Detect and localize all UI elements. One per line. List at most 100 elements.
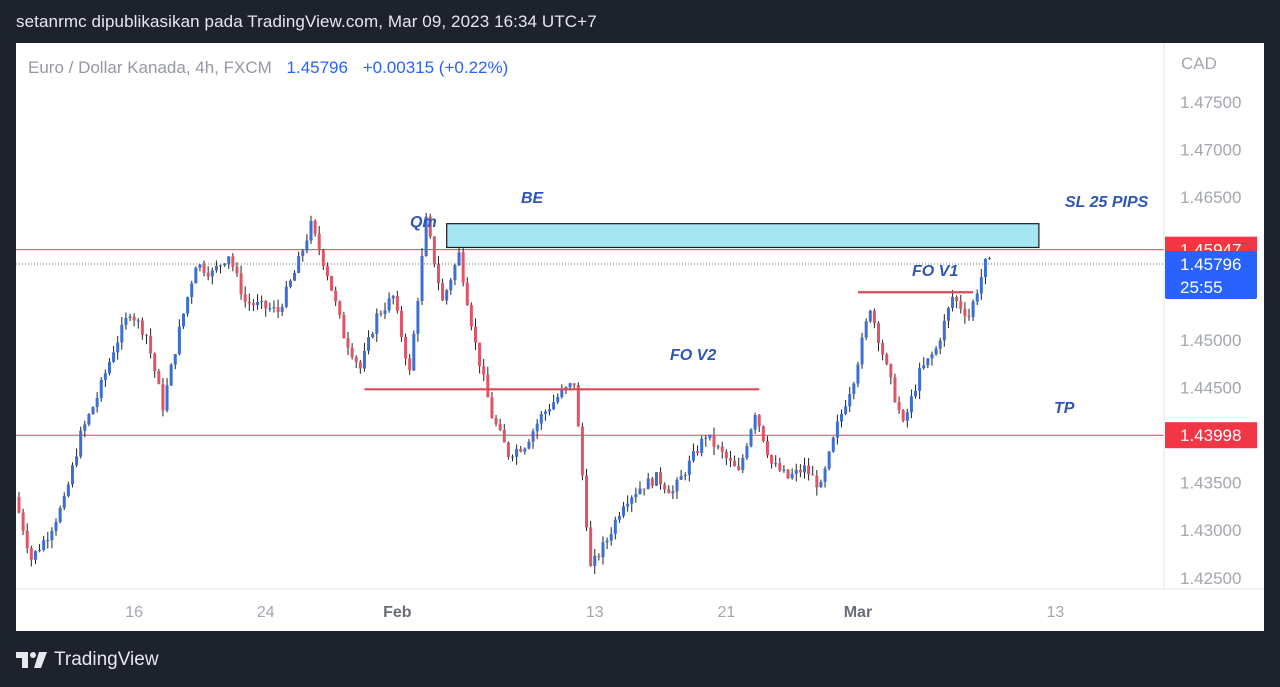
candle-down bbox=[206, 272, 210, 277]
candle-up bbox=[46, 540, 50, 542]
candle-up bbox=[556, 396, 560, 403]
candle-up bbox=[983, 258, 987, 278]
candle-up bbox=[988, 258, 992, 260]
candle-down bbox=[498, 424, 502, 430]
candle-up bbox=[375, 313, 379, 334]
time-tick-label: 16 bbox=[125, 604, 143, 621]
candle-down bbox=[720, 446, 724, 452]
price-line-label-bg bbox=[1165, 422, 1257, 449]
candle-down bbox=[778, 463, 782, 471]
candle-up bbox=[745, 446, 749, 458]
candle-up bbox=[951, 296, 955, 308]
candle-down bbox=[478, 342, 482, 367]
candle-up bbox=[99, 379, 103, 398]
price-line-label: 1.43998 bbox=[1180, 426, 1241, 445]
annotation-sl[interactable]: SL 25 PIPS bbox=[1065, 194, 1149, 211]
candle-up bbox=[66, 484, 70, 497]
candle-up bbox=[679, 475, 683, 480]
drawings-layer[interactable]: Qm BE SL 25 PIPS FO V1 FO V2 TP bbox=[364, 190, 1149, 417]
candle-up bbox=[112, 352, 116, 362]
candle-down bbox=[967, 315, 971, 318]
candles-layer bbox=[17, 212, 992, 574]
candle-up bbox=[741, 457, 745, 470]
footer-brand-label: TradingView bbox=[54, 649, 159, 670]
sl-be-zone-box[interactable] bbox=[446, 223, 1040, 249]
candle-up bbox=[445, 290, 449, 301]
candle-up bbox=[367, 337, 371, 351]
price-tick-label: 1.44500 bbox=[1180, 378, 1241, 397]
annotation-tp[interactable]: TP bbox=[1054, 400, 1075, 417]
candle-up bbox=[173, 354, 177, 365]
time-axis-layer[interactable]: 16 24 Feb 13 21 Mar 13 bbox=[16, 588, 1264, 621]
candle-up bbox=[198, 264, 202, 268]
current-price-label-bg bbox=[1165, 251, 1257, 300]
candle-down bbox=[761, 426, 765, 442]
candle-up bbox=[416, 301, 420, 334]
candle-down bbox=[358, 361, 362, 369]
price-axis-layer[interactable]: 1.475001.470001.465001.460001.455001.450… bbox=[1163, 43, 1257, 589]
candle-up bbox=[284, 286, 288, 307]
candle-up bbox=[691, 451, 695, 461]
price-tick-label: 1.43000 bbox=[1180, 521, 1241, 540]
candle-down bbox=[465, 282, 469, 306]
candle-down bbox=[576, 385, 580, 427]
candle-up bbox=[749, 429, 753, 447]
candle-down bbox=[881, 343, 885, 355]
candle-down bbox=[502, 429, 506, 443]
currency-label: CAD bbox=[1181, 54, 1217, 73]
annotation-qm[interactable]: Qm bbox=[410, 214, 437, 231]
candle-up bbox=[535, 423, 539, 432]
candle-down bbox=[247, 301, 251, 304]
candle-up bbox=[116, 342, 120, 353]
candle-down bbox=[276, 307, 280, 312]
candle-up bbox=[83, 424, 87, 431]
candle-down bbox=[519, 448, 523, 452]
annotation-fo-v2[interactable]: FO V2 bbox=[670, 347, 716, 364]
candle-down bbox=[379, 313, 383, 315]
candle-down bbox=[765, 441, 769, 456]
candle-up bbox=[70, 465, 74, 485]
candle-up bbox=[362, 350, 366, 369]
chart-panel[interactable]: Qm BE SL 25 PIPS FO V1 FO V2 TP 1.47500 1.4700… bbox=[16, 43, 1264, 631]
candle-down bbox=[432, 236, 436, 265]
candle-up bbox=[864, 321, 868, 338]
annotation-fo-v1[interactable]: FO V1 bbox=[912, 263, 958, 280]
candle-up bbox=[391, 296, 395, 299]
candle-up bbox=[169, 364, 173, 386]
annotation-be[interactable]: BE bbox=[521, 190, 545, 207]
candle-up bbox=[186, 297, 190, 314]
candle-down bbox=[334, 290, 338, 302]
candle-down bbox=[354, 357, 358, 362]
candle-down bbox=[231, 256, 235, 267]
candle-up bbox=[95, 397, 99, 408]
candle-up bbox=[58, 508, 62, 522]
candle-down bbox=[696, 451, 700, 454]
candle-down bbox=[494, 418, 498, 425]
candlestick-chart[interactable]: Qm BE SL 25 PIPS FO V1 FO V2 TP 1.47500 1.4700… bbox=[16, 43, 1264, 631]
candle-down bbox=[737, 466, 741, 470]
time-tick-label: 13 bbox=[586, 604, 604, 621]
candle-up bbox=[194, 267, 198, 284]
candle-up bbox=[671, 491, 675, 494]
time-tick-label: Feb bbox=[383, 604, 412, 621]
candle-up bbox=[107, 361, 111, 374]
candle-up bbox=[223, 263, 227, 266]
footer-brand[interactable]: TradingView bbox=[16, 649, 159, 671]
candle-up bbox=[654, 472, 658, 486]
candle-up bbox=[646, 478, 650, 490]
candle-up bbox=[638, 488, 642, 494]
candle-up bbox=[309, 220, 313, 241]
candle-up bbox=[54, 521, 58, 531]
time-tick-label: Mar bbox=[844, 604, 872, 621]
candle-up bbox=[942, 320, 946, 341]
candle-up bbox=[852, 383, 856, 394]
candle-down bbox=[901, 410, 905, 421]
candle-down bbox=[317, 233, 321, 251]
candle-up bbox=[420, 255, 424, 302]
bar-countdown-label: 25:55 bbox=[1180, 278, 1223, 297]
candle-up bbox=[918, 368, 922, 391]
price-tick-label: 1.45000 bbox=[1180, 331, 1241, 350]
candle-down bbox=[580, 426, 584, 476]
candle-up bbox=[214, 265, 218, 271]
publish-header: setanrmc dipublikasikan pada TradingView… bbox=[16, 12, 597, 31]
